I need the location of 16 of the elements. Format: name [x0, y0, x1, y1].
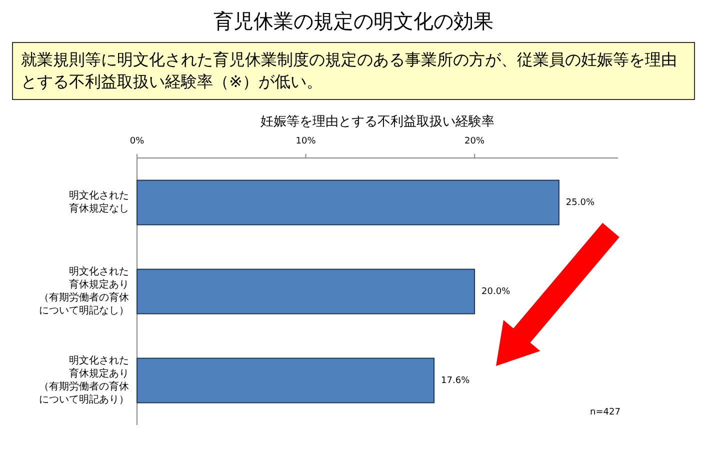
chart-title: 育児休業の規定の明文化の効果: [212, 8, 494, 35]
x-axis-title: 妊娠等を理由とする不利益取扱い経験率: [260, 114, 494, 130]
data-label: 25.0%: [566, 198, 595, 208]
data-label: 17.6%: [441, 376, 470, 386]
bar: [136, 268, 476, 314]
x-tick-label: 10%: [296, 136, 316, 146]
annotation: n=427: [590, 407, 620, 418]
y-tick-label: 明文化された育休規定あり（有期労働者の育休について明記あり）: [39, 354, 129, 406]
bar: [136, 358, 435, 404]
x-tick-label: 20%: [464, 136, 485, 146]
x-tick-label: 0%: [130, 136, 145, 146]
chart-subtitle: 就業規則等に明文化された育児休業制度の規定のある事業所の方が、従業員の妊娠等を理由とする不利益取扱い経験率（※）が低い。: [12, 42, 695, 100]
y-tick-label: 明文化された育休規定あり（有期労働者の育休について明記なし）: [39, 266, 129, 317]
data-label: 20.0%: [482, 286, 511, 297]
y-tick-label: 明文化された育休規定なし: [69, 190, 129, 215]
bar: [136, 180, 560, 226]
